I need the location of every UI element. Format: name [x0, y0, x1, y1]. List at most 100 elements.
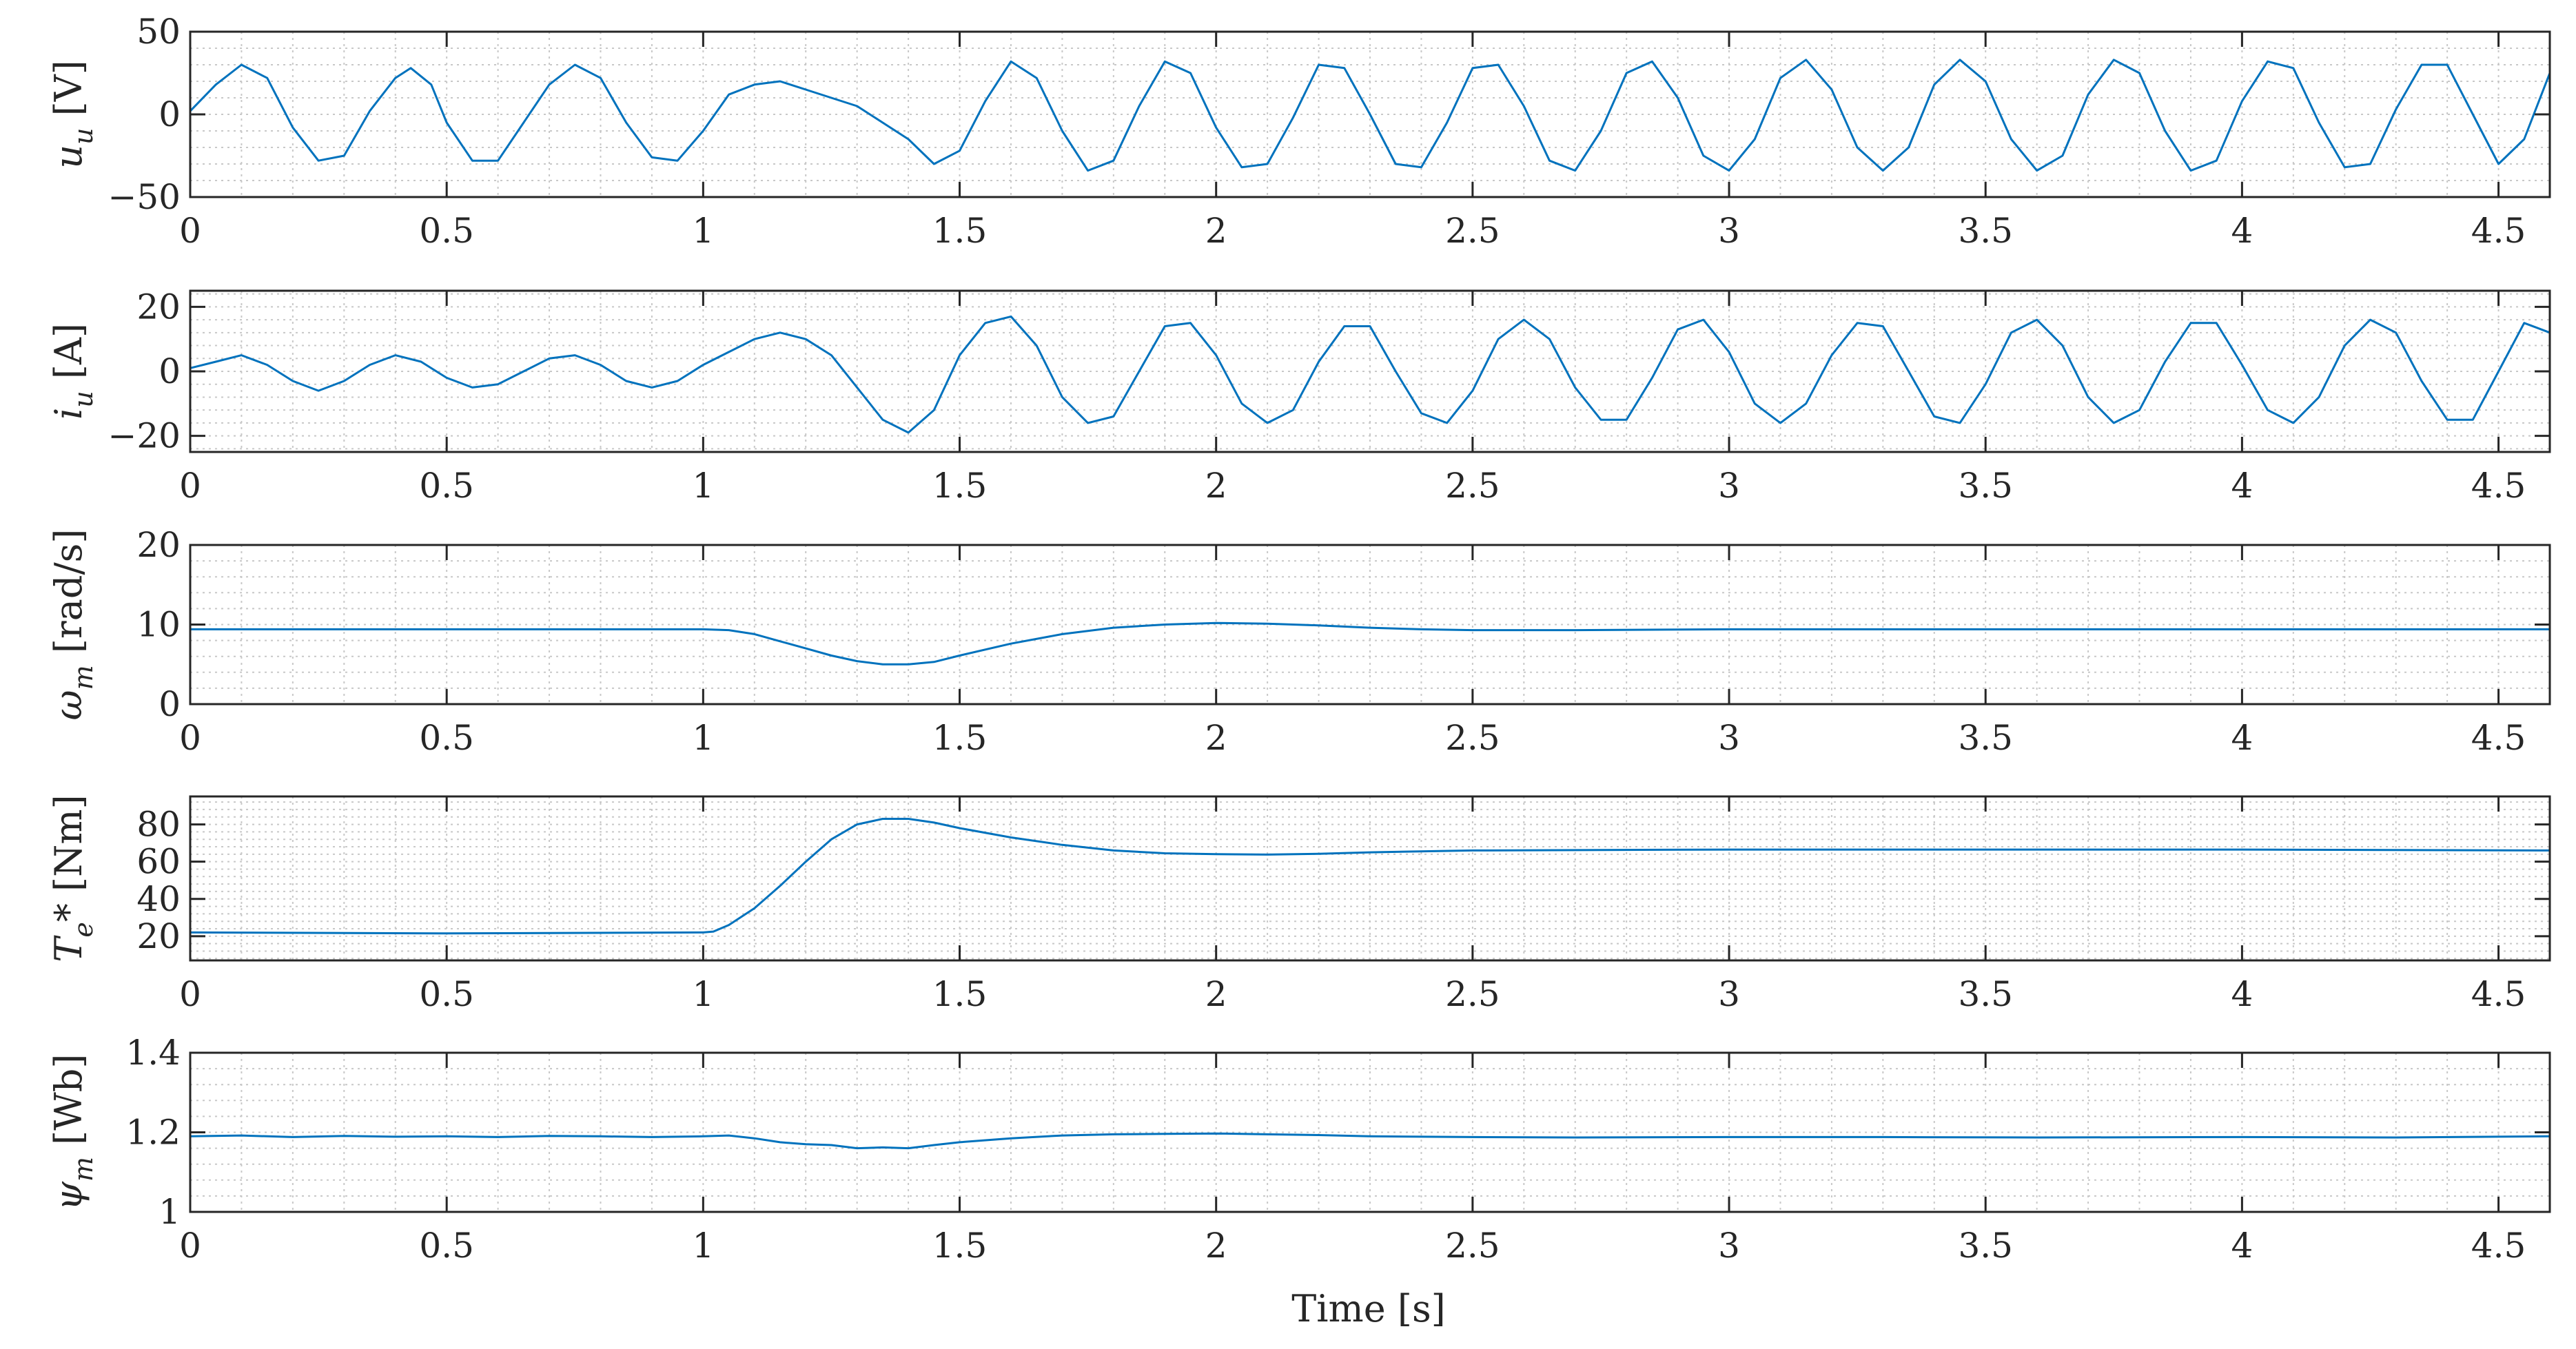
- x-tick-label: 4.5: [2471, 718, 2526, 758]
- x-tick-label: 1.5: [932, 1226, 988, 1266]
- x-tick-label: 4: [2231, 718, 2253, 758]
- x-tick-label: 2: [1205, 1226, 1227, 1266]
- y-axis-label-subscript: u: [68, 128, 99, 145]
- y-axis-label-unit: [A]: [47, 323, 90, 391]
- x-tick-label: 0.5: [419, 466, 474, 506]
- grid: [190, 31, 2551, 198]
- x-tick-label: 3.5: [1958, 466, 2013, 506]
- y-axis-label-symbol: i: [47, 408, 90, 420]
- x-tick-label: 1: [692, 718, 714, 758]
- x-tick-label: 0.5: [419, 211, 474, 251]
- x-tick-label: 2.5: [1445, 974, 1500, 1014]
- axes-box: [189, 795, 2551, 962]
- x-tick-label: 3.5: [1958, 974, 2013, 1014]
- x-tick-label: 2: [1205, 718, 1227, 758]
- data-series-line: [190, 1132, 2551, 1150]
- x-tick-label: 0: [179, 1226, 201, 1266]
- y-tick-label: 20: [136, 525, 181, 565]
- x-tick-label: 0.5: [419, 974, 474, 1014]
- x-tick-label: 4: [2231, 1226, 2253, 1266]
- x-tick-label: 3: [1718, 211, 1740, 251]
- y-tick-label: 20: [136, 916, 181, 956]
- x-tick-label: 1.5: [932, 466, 988, 506]
- x-tick-label: 4.5: [2471, 466, 2526, 506]
- x-tick-label: 0: [179, 466, 201, 506]
- x-tick-label: 2: [1205, 974, 1227, 1014]
- y-tick-label: 0: [159, 351, 181, 391]
- y-tick-label: 0: [159, 94, 181, 134]
- y-axis-label-subscript: m: [68, 665, 99, 690]
- y-axis-label: Te* [Nm]: [47, 794, 99, 962]
- x-tick-label: 2.5: [1445, 466, 1500, 506]
- y-axis-label-subscript: e: [68, 922, 99, 938]
- y-axis-label: uu [V]: [47, 60, 99, 169]
- y-tick-label: 0: [159, 684, 181, 724]
- x-tick-label: 4: [2231, 466, 2253, 506]
- x-tick-label: 4: [2231, 974, 2253, 1014]
- y-axis-label-subscript: u: [68, 391, 99, 407]
- y-tick-label: 80: [136, 805, 181, 845]
- chart-panel-3: 0 0.5 1 1.5 2 2.5 3 3.5 4 4.5 0 10 20 ωm [rad/s]: [47, 525, 2551, 758]
- y-axis-label-unit: [rad/s]: [47, 529, 90, 666]
- y-axis-label: ψm [Wb]: [47, 1054, 99, 1211]
- grid: [190, 291, 2551, 452]
- y-tick-label: 40: [136, 879, 181, 919]
- y-axis-label-subscript: m: [68, 1157, 99, 1182]
- x-tick-label: 3: [1718, 974, 1740, 1014]
- y-axis-label: ωm [rad/s]: [47, 529, 99, 721]
- x-tick-label: 1: [692, 211, 714, 251]
- x-tick-label: 4.5: [2471, 974, 2526, 1014]
- x-tick-label: 1: [692, 974, 714, 1014]
- y-tick-label: 10: [136, 605, 181, 645]
- x-tick-label: 2.5: [1445, 211, 1500, 251]
- x-tick-label: 0.5: [419, 1226, 474, 1266]
- y-axis-label-unit: [Wb]: [47, 1054, 90, 1157]
- x-tick-label: 4.5: [2471, 1226, 2526, 1266]
- x-tick-label: 3: [1718, 466, 1740, 506]
- chart-panel-2: 0 0.5 1 1.5 2 2.5 3 3.5 4 4.5 −20 0 20 iu [A]: [47, 287, 2551, 506]
- x-tick-label: 3.5: [1958, 1226, 2013, 1266]
- x-tick-label: 3.5: [1958, 718, 2013, 758]
- x-tick-label: 0: [179, 974, 201, 1014]
- x-tick-label: 3: [1718, 1226, 1740, 1266]
- data-series-line: [189, 59, 2551, 172]
- y-tick-label: −50: [108, 177, 181, 217]
- grid: [190, 1052, 2551, 1213]
- y-tick-label: 60: [136, 842, 181, 882]
- grid: [190, 544, 2551, 705]
- y-tick-label: 20: [136, 287, 181, 327]
- x-tick-label: 0: [179, 718, 201, 758]
- data-series-line: [190, 621, 2550, 666]
- y-axis-label-symbol: T: [47, 935, 90, 962]
- x-tick-label: 1.5: [932, 718, 988, 758]
- y-tick-label: 1.4: [125, 1033, 181, 1073]
- y-tick-label: 1.2: [125, 1113, 181, 1153]
- x-tick-label: 1.5: [932, 211, 988, 251]
- y-axis-label-symbol: ψ: [47, 1181, 90, 1211]
- x-tick-label: 4.5: [2471, 211, 2526, 251]
- x-tick-label: 3: [1718, 718, 1740, 758]
- x-tick-label: 0.5: [419, 718, 474, 758]
- x-tick-label: 2.5: [1445, 1226, 1500, 1266]
- y-axis-label-unit: * [Nm]: [47, 794, 90, 922]
- y-axis-label-unit: [V]: [47, 60, 90, 127]
- chart-panel-5: 0 0.5 1 1.5 2 2.5 3 3.5 4 4.5 1 1.2 1.4 ψm [Wb]: [47, 1033, 2551, 1266]
- x-axis-label: Time [s]: [1291, 1287, 1445, 1330]
- x-tick-label: 0: [179, 211, 201, 251]
- y-tick-label: −20: [108, 416, 181, 456]
- x-tick-label: 4: [2231, 211, 2253, 251]
- data-series-line: [190, 818, 2551, 935]
- x-tick-label: 1.5: [932, 974, 988, 1014]
- y-axis-label-symbol: u: [47, 145, 90, 169]
- x-tick-label: 2: [1205, 466, 1227, 506]
- x-tick-label: 3.5: [1958, 211, 2013, 251]
- data-series-line: [190, 315, 2551, 434]
- x-tick-label: 2: [1205, 211, 1227, 251]
- x-tick-label: 1: [692, 1226, 714, 1266]
- y-tick-label: 50: [136, 12, 181, 52]
- grid: [190, 796, 2551, 960]
- y-tick-label: 1: [159, 1192, 181, 1232]
